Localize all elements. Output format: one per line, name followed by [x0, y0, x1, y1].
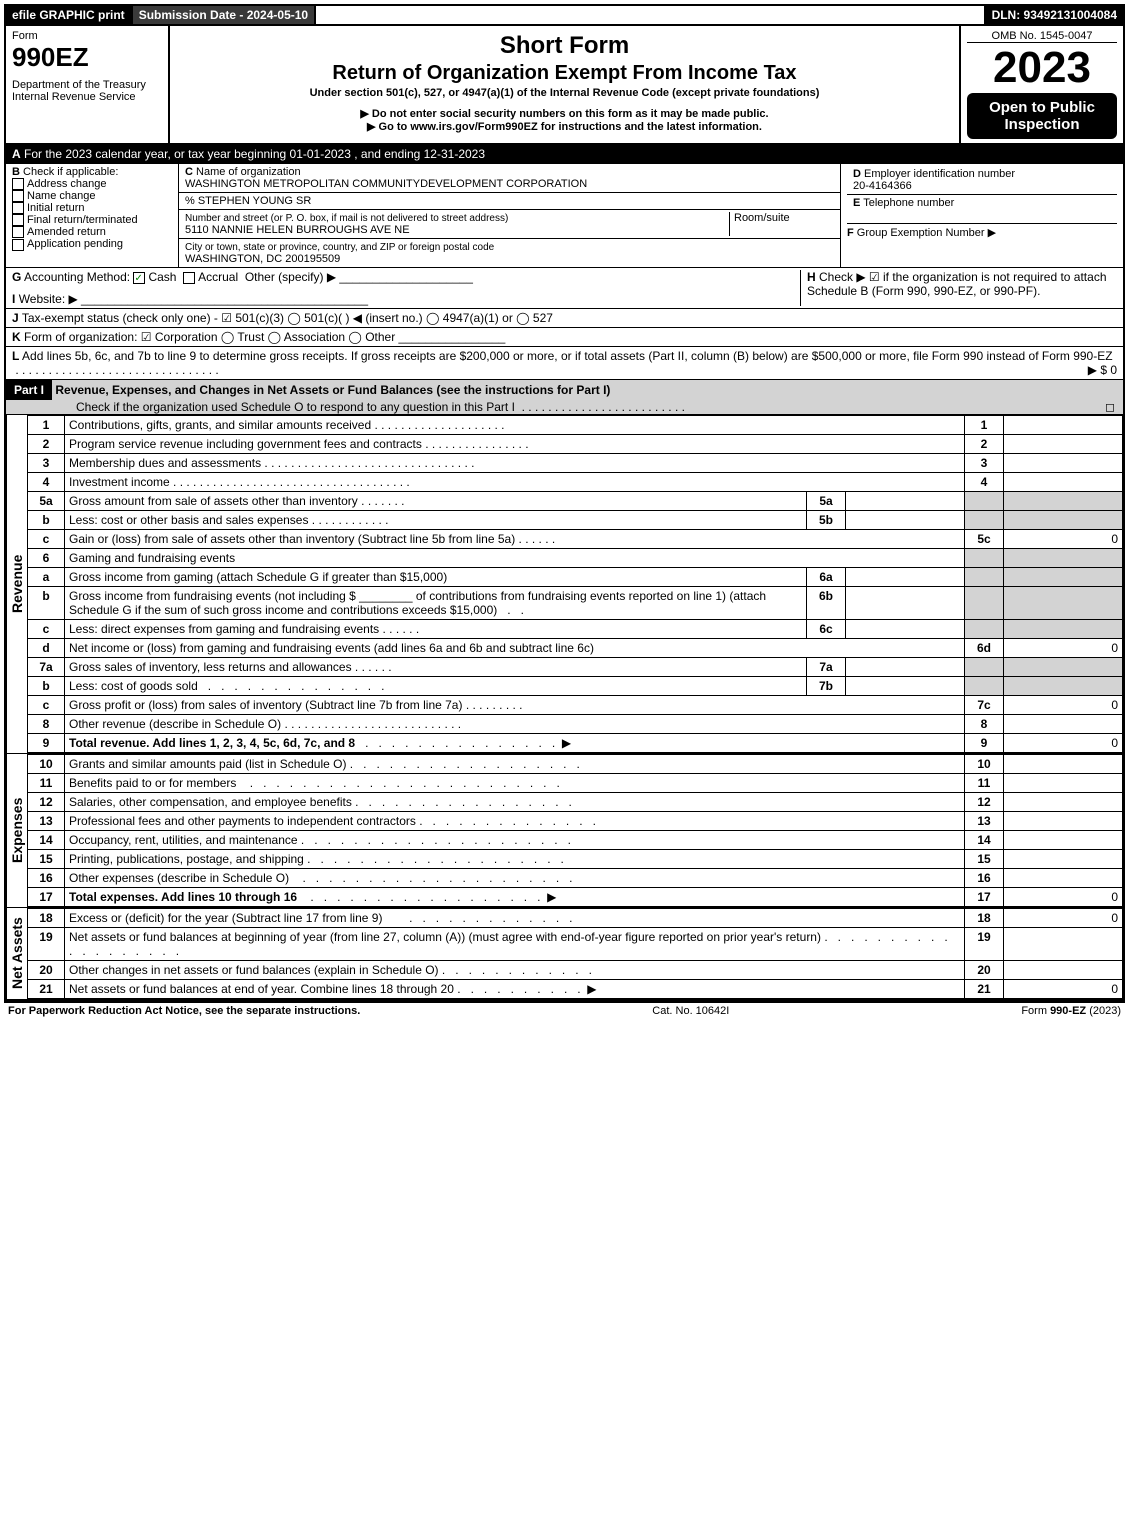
street-value: 5110 NANNIE HELEN BURROUGHS AVE NE — [185, 224, 410, 236]
ein-value: 20-4164366 — [853, 180, 912, 192]
org-info-grid: B Check if applicable: Address change Na… — [4, 164, 1125, 268]
note-link[interactable]: ▶ Go to www.irs.gov/Form990EZ for instru… — [176, 120, 953, 133]
amt-9: 0 — [1004, 734, 1123, 753]
amt-6d: 0 — [1004, 639, 1123, 658]
irs-label: Internal Revenue Service — [12, 91, 162, 103]
amt-18: 0 — [1004, 909, 1123, 928]
expenses-section: Expenses 10Grants and similar amounts pa… — [4, 754, 1125, 908]
netassets-section: Net Assets 18Excess or (deficit) for the… — [4, 908, 1125, 1001]
dln: DLN: 93492131004084 — [986, 6, 1123, 24]
line-h: Check ▶ ☑ if the organization is not req… — [807, 270, 1107, 298]
chk-name[interactable] — [12, 190, 24, 202]
line-g-h: G Accounting Method: Cash Accrual Other … — [4, 268, 1125, 309]
part1-checkbox[interactable]: ◻ — [1105, 400, 1123, 414]
website: Website: ▶ — [19, 292, 78, 306]
expenses-label: Expenses — [6, 754, 27, 907]
expenses-table: 10Grants and similar amounts paid (list … — [27, 754, 1123, 907]
phone-label: Telephone number — [863, 197, 954, 209]
chk-cash[interactable] — [133, 272, 145, 284]
org-name: WASHINGTON METROPOLITAN COMMUNITYDEVELOP… — [185, 178, 587, 190]
care-of: % STEPHEN YOUNG SR — [179, 193, 840, 210]
form-number: 990EZ — [12, 42, 162, 73]
amt-17: 0 — [1004, 888, 1123, 907]
line-k: K Form of organization: ☑ Corporation ◯ … — [4, 328, 1125, 347]
tax-year: 2023 — [967, 43, 1117, 93]
group-exemption: Group Exemption Number ▶ — [857, 227, 996, 239]
subtitle: Under section 501(c), 527, or 4947(a)(1)… — [176, 87, 953, 99]
open-public-badge: Open to Public Inspection — [967, 93, 1117, 139]
c-label: Name of organization — [196, 166, 301, 178]
dept-label: Department of the Treasury — [12, 79, 162, 91]
efile-label[interactable]: efile GRAPHIC print — [6, 6, 133, 24]
page-footer: For Paperwork Reduction Act Notice, see … — [4, 1001, 1125, 1019]
omb-number: OMB No. 1545-0047 — [967, 30, 1117, 43]
netassets-table: 18Excess or (deficit) for the year (Subt… — [27, 908, 1123, 999]
form-header: Form 990EZ Department of the Treasury In… — [4, 26, 1125, 145]
room-suite: Room/suite — [729, 212, 834, 236]
revenue-label: Revenue — [6, 415, 27, 753]
revenue-table: 1Contributions, gifts, grants, and simil… — [27, 415, 1123, 753]
form-label: Form — [12, 30, 162, 42]
revenue-section: Revenue 1Contributions, gifts, grants, a… — [4, 415, 1125, 754]
gross-receipts: ▶ $ 0 — [1088, 363, 1117, 377]
amt-7c: 0 — [1004, 696, 1123, 715]
top-bar: efile GRAPHIC print Submission Date - 20… — [4, 4, 1125, 26]
street-label: Number and street (or P. O. box, if mail… — [185, 213, 508, 224]
submission-date: Submission Date - 2024-05-10 — [133, 6, 316, 24]
chk-amended[interactable] — [12, 226, 24, 238]
main-title: Return of Organization Exempt From Incom… — [176, 62, 953, 85]
col-b: B Check if applicable: Address change Na… — [6, 164, 179, 267]
footer-right: Form 990-EZ (2023) — [1021, 1005, 1121, 1017]
chk-initial[interactable] — [12, 202, 24, 214]
footer-mid: Cat. No. 10642I — [652, 1005, 729, 1017]
line-j: J Tax-exempt status (check only one) - ☑… — [4, 309, 1125, 328]
footer-left: For Paperwork Reduction Act Notice, see … — [8, 1005, 360, 1017]
chk-final[interactable] — [12, 214, 24, 226]
city-value: WASHINGTON, DC 200195509 — [185, 253, 340, 265]
chk-address[interactable] — [12, 178, 24, 190]
short-form-title: Short Form — [176, 32, 953, 60]
col-d: D Employer identification number 20-4164… — [841, 164, 1123, 267]
amt-21: 0 — [1004, 980, 1123, 999]
chk-accrual[interactable] — [183, 272, 195, 284]
line-a: A For the 2023 calendar year, or tax yea… — [4, 145, 1125, 164]
line-l: L Add lines 5b, 6c, and 7b to line 9 to … — [4, 347, 1125, 380]
netassets-label: Net Assets — [6, 908, 27, 999]
note-ssn: ▶ Do not enter social security numbers o… — [176, 107, 953, 120]
chk-pending[interactable] — [12, 239, 24, 251]
amt-5c: 0 — [1004, 530, 1123, 549]
col-c: C Name of organization WASHINGTON METROP… — [179, 164, 841, 267]
city-label: City or town, state or province, country… — [185, 242, 494, 253]
part1-header: Part I Revenue, Expenses, and Changes in… — [4, 380, 1125, 415]
